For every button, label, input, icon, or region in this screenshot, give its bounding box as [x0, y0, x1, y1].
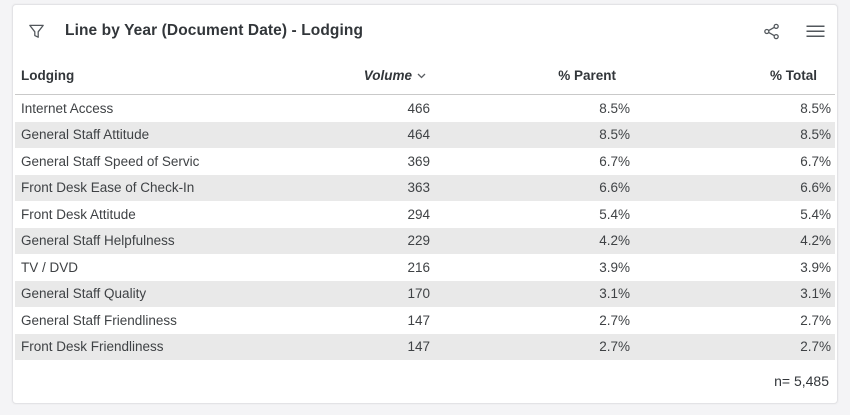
table-row[interactable]: Front Desk Ease of Check-In 363 6.6% 6.6… [15, 174, 835, 201]
titlebar-actions [761, 21, 825, 41]
column-header-lodging[interactable]: Lodging [21, 68, 75, 83]
row-total: 3.1% [800, 286, 831, 302]
row-total: 3.9% [800, 259, 831, 275]
row-volume: 147 [407, 339, 430, 355]
row-label: TV / DVD [21, 259, 79, 275]
column-header-volume-label: Volume [363, 68, 412, 83]
sort-descending-icon [417, 73, 426, 79]
row-parent: 4.2% [599, 233, 630, 249]
row-label: General Staff Helpfulness [21, 233, 175, 249]
row-parent: 2.7% [599, 312, 630, 328]
row-label: Front Desk Friendliness [21, 339, 164, 355]
row-parent: 8.5% [599, 127, 630, 143]
row-parent: 6.7% [599, 153, 630, 169]
row-label: General Staff Attitude [21, 127, 150, 143]
row-total: 4.2% [800, 233, 831, 249]
row-label: General Staff Quality [21, 286, 147, 302]
row-parent: 3.1% [599, 286, 630, 302]
filter-icon[interactable] [26, 21, 46, 41]
row-parent: 5.4% [599, 206, 630, 222]
row-volume: 466 [407, 100, 430, 116]
row-parent: 6.6% [599, 180, 630, 196]
table-row[interactable]: General Staff Friendliness 147 2.7% 2.7% [15, 307, 835, 334]
row-total: 6.7% [800, 153, 831, 169]
row-total: 8.5% [800, 100, 831, 116]
table-row[interactable]: Front Desk Friendliness 147 2.7% 2.7% [15, 333, 835, 360]
row-volume: 294 [407, 206, 430, 222]
row-parent: 2.7% [599, 339, 630, 355]
row-total: 2.7% [800, 312, 831, 328]
table-row[interactable]: Internet Access 466 8.5% 8.5% [15, 95, 835, 122]
row-total: 2.7% [800, 339, 831, 355]
menu-icon[interactable] [805, 21, 825, 41]
row-total: 5.4% [800, 206, 831, 222]
column-header-total[interactable]: % Total [770, 68, 817, 83]
widget-title: Line by Year (Document Date) - Lodging [65, 22, 364, 39]
share-icon[interactable] [761, 21, 781, 41]
widget-titlebar: Line by Year (Document Date) - Lodging [13, 5, 837, 57]
row-label: Internet Access [21, 100, 114, 116]
table-footer: n= 5,485 [15, 360, 835, 402]
row-parent: 8.5% [599, 100, 630, 116]
row-parent: 3.9% [599, 259, 630, 275]
table-row[interactable]: General Staff Speed of Servic 369 6.7% 6… [15, 148, 835, 175]
row-total: 6.6% [800, 180, 831, 196]
row-volume: 170 [407, 286, 430, 302]
sample-size: n= 5,485 [774, 373, 829, 389]
row-volume: 363 [407, 180, 430, 196]
column-header-parent[interactable]: % Parent [558, 68, 616, 83]
table-row[interactable]: General Staff Attitude 464 8.5% 8.5% [15, 121, 835, 148]
row-volume: 147 [407, 312, 430, 328]
row-label: General Staff Speed of Servic [21, 153, 200, 169]
widget-card: Line by Year (Document Date) - Lodging [12, 4, 838, 404]
row-total: 8.5% [800, 127, 831, 143]
row-label: Front Desk Ease of Check-In [21, 180, 195, 196]
column-header-volume[interactable]: Volume [310, 68, 430, 83]
row-label: Front Desk Attitude [21, 206, 136, 222]
table-row[interactable]: TV / DVD 216 3.9% 3.9% [15, 254, 835, 281]
row-volume: 369 [407, 153, 430, 169]
row-label: General Staff Friendliness [21, 312, 177, 328]
row-volume: 216 [407, 259, 430, 275]
table-body: Internet Access 466 8.5% 8.5% General St… [15, 95, 835, 360]
table-row[interactable]: General Staff Quality 170 3.1% 3.1% [15, 280, 835, 307]
row-volume: 229 [407, 233, 430, 249]
table-row[interactable]: General Staff Helpfulness 229 4.2% 4.2% [15, 227, 835, 254]
table-row[interactable]: Front Desk Attitude 294 5.4% 5.4% [15, 201, 835, 228]
row-volume: 464 [407, 127, 430, 143]
table-header-row: Lodging Volume % Parent % Total [15, 57, 835, 95]
data-table: Lodging Volume % Parent % Total Internet… [15, 57, 835, 402]
